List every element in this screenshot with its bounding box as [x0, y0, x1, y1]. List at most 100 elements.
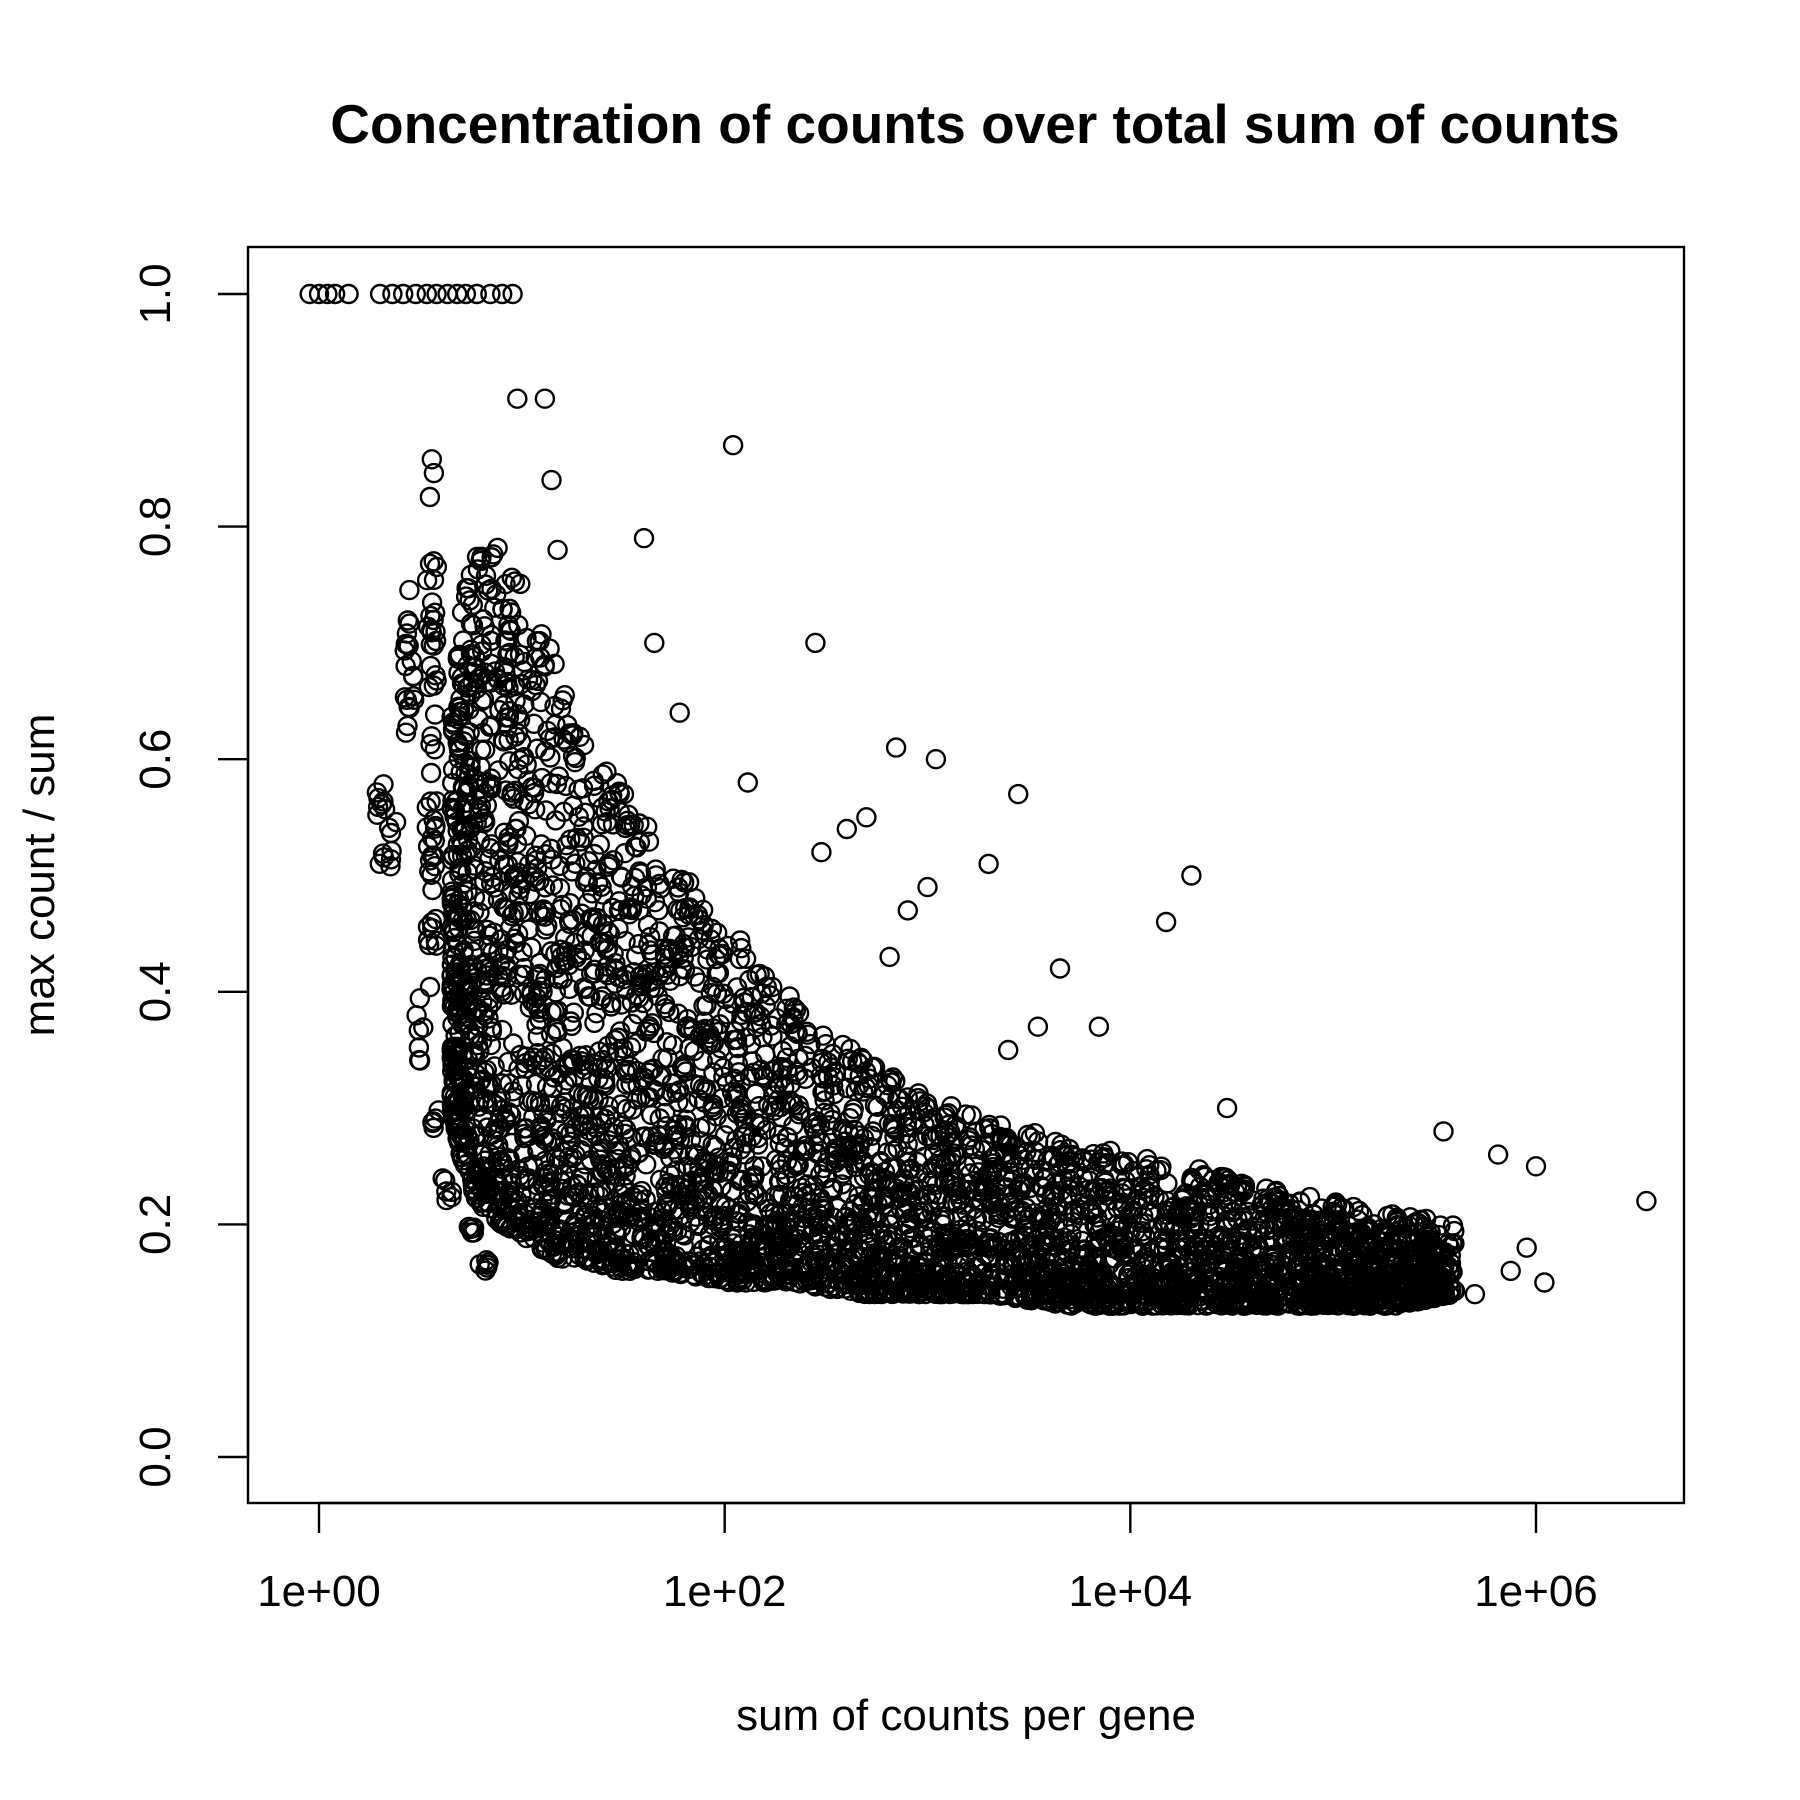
data-point	[538, 1171, 559, 1193]
data-point	[488, 1134, 509, 1156]
data-point	[714, 1125, 736, 1146]
data-point	[690, 1172, 711, 1194]
data-point	[660, 1176, 681, 1198]
data-point	[556, 941, 577, 962]
data-point	[737, 772, 758, 793]
data-point	[501, 1168, 522, 1189]
data-point	[614, 843, 635, 864]
data-point	[750, 1059, 772, 1081]
data-point	[1091, 1177, 1112, 1199]
data-point	[638, 831, 660, 852]
data-point	[369, 853, 390, 874]
data-point	[1050, 1180, 1072, 1202]
data-point	[776, 1013, 797, 1035]
data-point	[874, 1084, 895, 1106]
data-point	[1373, 1221, 1395, 1243]
data-point	[502, 283, 523, 305]
data-point	[853, 1167, 875, 1188]
data-point	[935, 1172, 956, 1193]
data-point	[557, 714, 578, 736]
data-point	[896, 1282, 918, 1303]
data-point	[528, 901, 549, 922]
data-point	[955, 1155, 976, 1177]
data-point	[874, 1161, 896, 1183]
data-point	[480, 283, 501, 305]
data-point	[1197, 1256, 1219, 1278]
data-point	[709, 945, 730, 966]
data-point	[441, 797, 462, 818]
data-point	[1094, 1181, 1116, 1203]
data-point	[538, 1057, 559, 1078]
data-point	[950, 1190, 971, 1211]
data-point	[747, 1127, 769, 1149]
data-point	[602, 1165, 623, 1186]
data-point	[626, 1033, 647, 1054]
data-point	[893, 1168, 915, 1189]
data-point	[985, 1144, 1007, 1166]
data-point	[689, 972, 710, 993]
data-point	[852, 1213, 873, 1234]
data-point	[1083, 1179, 1104, 1200]
data-point	[645, 1201, 666, 1223]
data-point	[404, 689, 425, 710]
data-point	[466, 678, 487, 699]
data-point	[582, 907, 603, 928]
data-point	[777, 1127, 798, 1148]
data-point	[856, 807, 877, 828]
data-point	[511, 673, 532, 695]
data-point	[580, 1149, 602, 1171]
data-point	[1416, 1233, 1437, 1254]
data-point	[1023, 1163, 1044, 1184]
data-point	[1325, 1195, 1346, 1217]
data-point	[490, 1149, 511, 1171]
data-point	[1120, 1260, 1142, 1281]
data-point	[497, 1147, 519, 1169]
data-point	[795, 1135, 816, 1156]
data-point	[661, 1073, 683, 1094]
data-point	[1077, 1242, 1099, 1264]
data-point	[1187, 1272, 1209, 1294]
data-point	[568, 806, 589, 827]
data-point	[1155, 911, 1177, 933]
data-point	[731, 938, 752, 959]
data-point	[674, 872, 695, 893]
data-point	[669, 702, 690, 723]
data-point	[636, 1154, 657, 1175]
data-point	[614, 1123, 635, 1145]
data-point	[522, 670, 543, 691]
data-point	[471, 690, 492, 712]
data-point	[1009, 1145, 1030, 1166]
data-point	[420, 791, 441, 812]
data-point	[447, 934, 469, 956]
data-point	[896, 1123, 918, 1145]
data-point	[394, 687, 416, 708]
data-point	[1332, 1251, 1354, 1273]
data-point	[1323, 1273, 1345, 1295]
data-point	[710, 1267, 731, 1288]
data-point	[1072, 1255, 1094, 1276]
data-point	[505, 865, 526, 886]
data-point	[460, 564, 482, 586]
data-point	[724, 1021, 745, 1042]
data-point	[945, 1269, 967, 1291]
data-point	[837, 1077, 858, 1099]
data-point	[727, 1053, 749, 1075]
data-point	[521, 984, 542, 1005]
data-point	[1281, 1209, 1303, 1230]
data-point	[424, 704, 446, 725]
data-point	[606, 1225, 627, 1246]
data-point	[1194, 1166, 1216, 1188]
data-point	[656, 958, 677, 979]
data-point	[750, 1115, 771, 1136]
data-point	[812, 1082, 833, 1103]
data-point	[1433, 1121, 1454, 1142]
data-point	[692, 920, 713, 941]
data-point	[721, 1248, 742, 1269]
data-point	[462, 615, 484, 636]
data-point	[1181, 1272, 1202, 1294]
data-point	[866, 1245, 887, 1266]
data-point	[749, 963, 770, 985]
data-point	[1335, 1291, 1356, 1312]
data-point	[478, 1074, 499, 1095]
data-point	[887, 1265, 908, 1287]
